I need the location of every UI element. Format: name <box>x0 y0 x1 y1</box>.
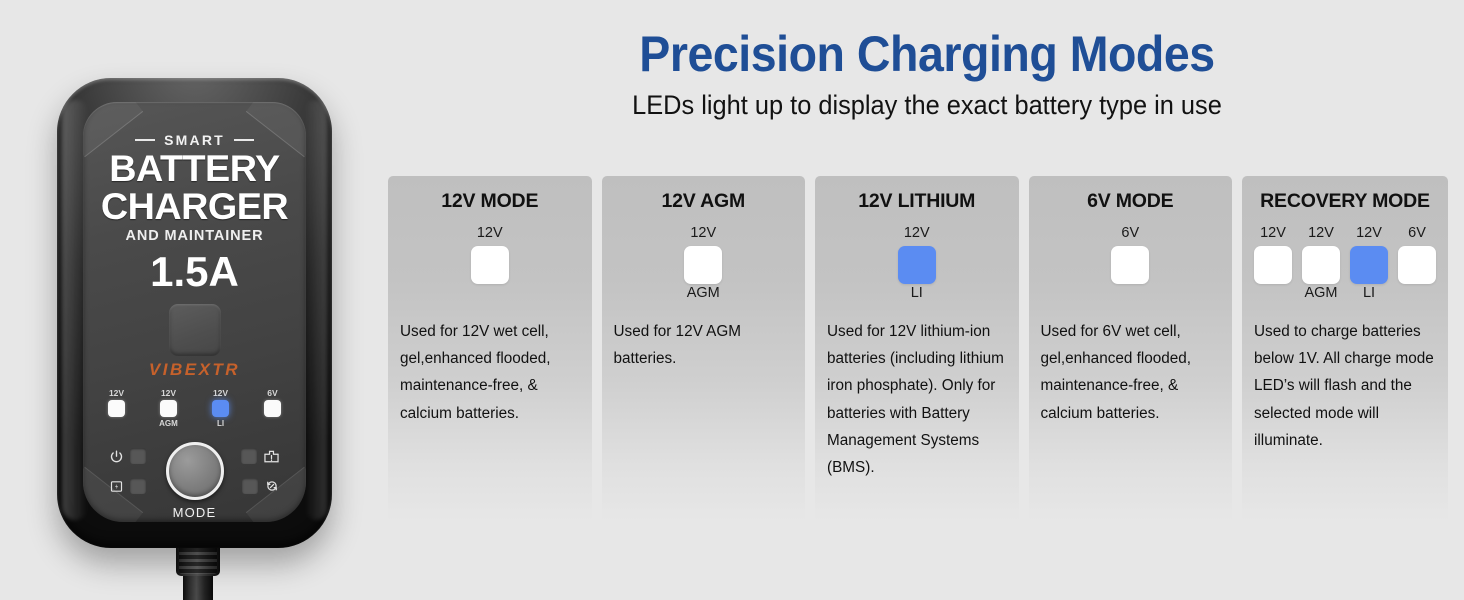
card-title: 12V LITHIUM <box>858 190 976 212</box>
button-cluster: MODE <box>83 442 306 522</box>
card-led-top-label: 12V <box>1260 225 1286 241</box>
card-led: 12V AGM <box>1302 225 1340 304</box>
card-led-indicator <box>1302 246 1340 284</box>
card-led-bottom-label: AGM <box>686 285 720 301</box>
card-led-row: 12V AGM <box>614 225 794 304</box>
device-led-bottom-label: AGM <box>159 419 178 428</box>
card-led: 12V LI <box>1350 225 1388 304</box>
indicator-pad <box>241 448 257 464</box>
card-led-indicator-active <box>897 246 936 284</box>
card-led-top-label: 12V <box>476 225 503 241</box>
product-name-line2: CHARGER <box>100 186 289 227</box>
smart-label: SMART <box>164 132 225 148</box>
card-title: RECOVERY MODE <box>1260 190 1430 212</box>
card-led-bottom-label: LI <box>1362 285 1376 301</box>
product-name-line1: BATTERY <box>109 148 280 189</box>
card-led-bottom-label: LI <box>910 285 923 301</box>
device-led-top-label: 12V <box>212 388 229 398</box>
card-led-row: 12V LI <box>827 225 1007 304</box>
device-led-indicator-active <box>212 400 229 417</box>
card-led-indicator <box>1254 246 1292 284</box>
card-led: 12V AGM <box>684 225 723 304</box>
indicator-pad <box>130 478 146 494</box>
page-subtitle: LEDs light up to display the exact batte… <box>632 90 1222 120</box>
card-led-indicator <box>1398 246 1436 284</box>
card-description: Used for 12V lithium-ion batteries (incl… <box>827 323 1004 477</box>
device-led-6v: 6V <box>257 388 289 429</box>
brand-logo: VIBEXTR <box>148 360 241 379</box>
device-led-12v-li: 12V LI <box>205 388 237 429</box>
card-description: Used for 6V wet cell, gel,enhanced flood… <box>1040 323 1192 422</box>
device-led-indicator <box>108 400 125 417</box>
indicator-recovery <box>242 478 280 494</box>
card-title: 6V MODE <box>1087 190 1174 212</box>
dash-right-icon <box>233 139 254 141</box>
mode-cards-row: 12V MODE 12V Used for 12V wet cell, gel,… <box>388 176 1448 548</box>
card-led-row: 12V <box>400 225 580 304</box>
mode-card-12v-agm: 12V AGM 12V AGM Used for 12V AGM batteri… <box>601 176 805 548</box>
card-led-top-label: 6V <box>1408 225 1426 241</box>
card-led-indicator-active <box>1350 246 1388 284</box>
card-led-row: 12V 12V AGM 12V LI 6V <box>1254 225 1436 304</box>
card-led-row: 6V <box>1041 225 1221 304</box>
mode-card-recovery: RECOVERY MODE 12V 12V AGM 12V LI <box>1242 176 1448 548</box>
mode-button-label: MODE <box>172 505 217 520</box>
card-led-top-label: 12V <box>1356 225 1382 241</box>
card-led-top-label: 6V <box>1121 225 1140 241</box>
card-led: 12V LI <box>897 225 936 304</box>
card-led-indicator <box>470 246 509 284</box>
device-led-indicator <box>264 400 281 417</box>
device-led-12v-agm: 12V AGM <box>153 388 185 429</box>
card-led: 6V <box>1398 225 1436 304</box>
card-led-top-label: 12V <box>690 225 717 241</box>
charger-display-window <box>168 304 221 356</box>
device-led-strip: 12V 12V AGM 12V LI 6V <box>101 388 289 429</box>
device-led-top-label: 6V <box>267 388 278 398</box>
card-led-top-label: 12V <box>1308 225 1334 241</box>
indicator-power <box>109 448 146 464</box>
product-image: SMART BATTERY CHARGER AND MAINTAINER 1.5… <box>0 0 390 600</box>
device-led-top-label: 12V <box>160 388 177 398</box>
power-icon <box>109 449 124 464</box>
product-subtitle: AND MAINTAINER <box>125 228 264 244</box>
card-led-indicator <box>684 246 723 284</box>
card-led-top-label: 12V <box>903 225 930 241</box>
mode-card-6v: 6V MODE 6V Used for 6V wet cell, gel,enh… <box>1028 176 1232 548</box>
indicator-battery-charging <box>109 478 146 494</box>
card-description: Used for 12V AGM batteries. <box>613 323 742 368</box>
mode-button[interactable] <box>165 442 224 500</box>
charger-front-panel: SMART BATTERY CHARGER AND MAINTAINER 1.5… <box>83 102 306 522</box>
indicator-pad <box>130 448 146 464</box>
card-description: Used for 12V wet cell, gel,enhanced floo… <box>400 323 551 422</box>
indicator-battery-fault <box>241 448 280 464</box>
mode-card-12v: 12V MODE 12V Used for 12V wet cell, gel,… <box>388 176 592 548</box>
charger-body: SMART BATTERY CHARGER AND MAINTAINER 1.5… <box>57 78 332 548</box>
battery-fault-icon <box>263 449 280 464</box>
device-led-indicator <box>160 400 177 417</box>
mode-card-12v-lithium: 12V LITHIUM 12V LI Used for 12V lithium-… <box>815 176 1019 548</box>
dash-left-icon <box>135 139 156 141</box>
card-led: 12V <box>470 225 509 304</box>
device-led-bottom-label: LI <box>216 419 225 428</box>
card-title: 12V AGM <box>661 190 746 212</box>
card-led: 12V <box>1254 225 1292 304</box>
card-led-bottom-label: AGM <box>1304 285 1338 301</box>
product-amperage: 1.5A <box>150 248 239 295</box>
card-title: 12V MODE <box>441 190 539 212</box>
card-description: Used to charge batteries below 1V. All c… <box>1254 323 1434 449</box>
card-led-indicator <box>1111 246 1150 284</box>
device-led-12v: 12V <box>101 388 133 429</box>
recovery-refresh-icon <box>264 478 280 494</box>
smart-label-row: SMART <box>83 132 306 148</box>
indicator-pad <box>242 478 258 494</box>
page-title: Precision Charging Modes <box>639 26 1215 82</box>
card-led: 6V <box>1111 225 1150 304</box>
battery-charging-icon <box>109 479 124 494</box>
device-led-top-label: 12V <box>108 388 125 398</box>
headline-block: Precision Charging Modes LEDs light up t… <box>390 28 1464 121</box>
